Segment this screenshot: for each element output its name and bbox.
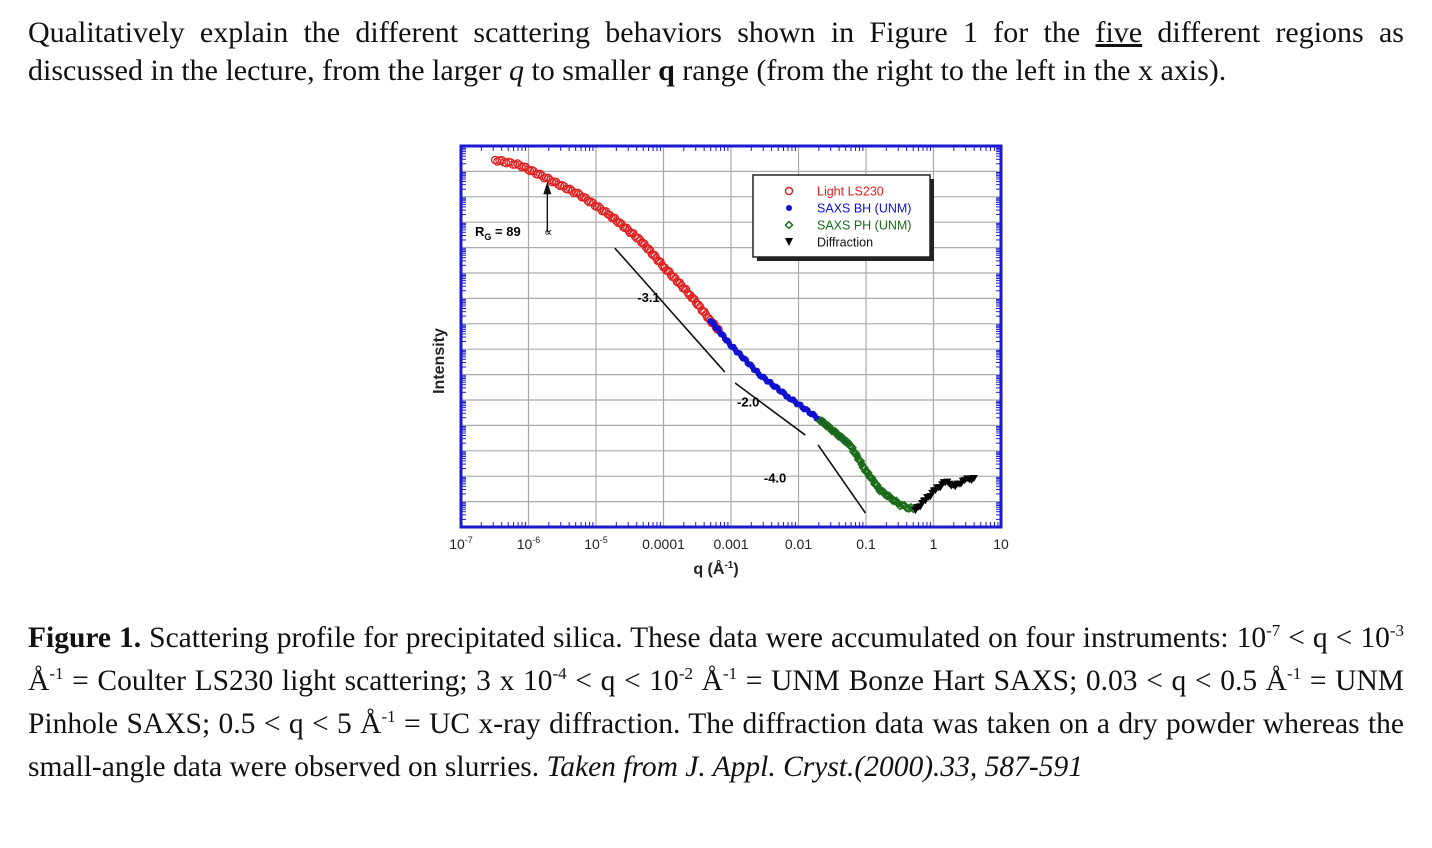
rg-arrowhead-icon <box>543 181 552 195</box>
fit-line <box>734 382 806 436</box>
data-point <box>856 456 866 466</box>
x-tick-label: 10-7 <box>449 535 473 552</box>
data-point <box>515 160 524 170</box>
x-axis-label: q (Å-1) <box>693 559 738 578</box>
legend-label: Diffraction <box>817 236 873 250</box>
data-point <box>657 260 667 270</box>
question-text: Qualitatively explain the different scat… <box>28 16 1404 87</box>
data-point <box>546 175 555 185</box>
fit-slope-label: -3.1 <box>637 290 659 305</box>
data-point <box>897 500 907 510</box>
x-tick-label: 10-6 <box>517 535 541 552</box>
caption-label: Figure 1. <box>28 622 142 654</box>
data-point <box>830 426 840 436</box>
fit-slope-label: -4.0 <box>764 471 786 486</box>
figure-caption: Figure 1. Scattering profile for precipi… <box>28 621 1404 783</box>
x-tick-label: 0.1 <box>856 536 876 552</box>
legend-marker-triangle-icon <box>785 238 793 246</box>
x-tick-label: 0.001 <box>713 536 748 552</box>
data-point <box>688 294 698 303</box>
fit-line <box>817 444 867 514</box>
x-tick-label: 10-5 <box>584 535 608 552</box>
scattering-chart: -3.1 -2.0 -4.0 RG = 89 ∝ Light LS230 SAXS BH (… <box>431 144 1009 578</box>
x-tick-label: 10 <box>993 536 1009 552</box>
legend-marker-diamond-icon <box>784 220 794 230</box>
legend-label: SAXS PH (UNM) <box>817 219 911 233</box>
data-point <box>872 480 882 490</box>
rg-annotation: RG = 89 <box>475 224 521 242</box>
fit-slope-label: -2.0 <box>737 394 759 409</box>
data-point <box>553 180 563 189</box>
data-point <box>851 449 861 459</box>
legend: Light LS230 SAXS BH (UNM) SAXS PH (UNM) Dif… <box>752 174 934 261</box>
x-tick-label: 0.01 <box>785 536 812 552</box>
series-saxs-ph-unm- <box>815 416 918 514</box>
data-point <box>867 473 877 483</box>
rg-unit: ∝ <box>544 225 553 239</box>
x-tick-label: 1 <box>930 536 938 552</box>
x-tick-label: 0.0001 <box>642 536 685 552</box>
legend-marker-filled-circle-icon <box>786 205 792 211</box>
y-axis-label: Intensity <box>431 328 448 394</box>
legend-label: SAXS BH (UNM) <box>817 202 911 216</box>
series-diffraction <box>911 474 978 515</box>
data-point <box>523 165 533 174</box>
underlined-five: five <box>1095 16 1143 49</box>
series-light-ls230 <box>490 155 723 334</box>
plot-frame <box>459 144 1003 529</box>
fit-line <box>614 247 726 373</box>
data-point <box>567 186 577 196</box>
legend-box <box>752 174 931 258</box>
citation: Taken from J. Appl. Cryst.(2000).33, 587… <box>546 751 1083 783</box>
data-point <box>583 196 592 205</box>
legend-marker-open-circle-icon <box>784 186 794 196</box>
data-point <box>969 474 978 482</box>
legend-label: Light LS230 <box>817 185 884 199</box>
